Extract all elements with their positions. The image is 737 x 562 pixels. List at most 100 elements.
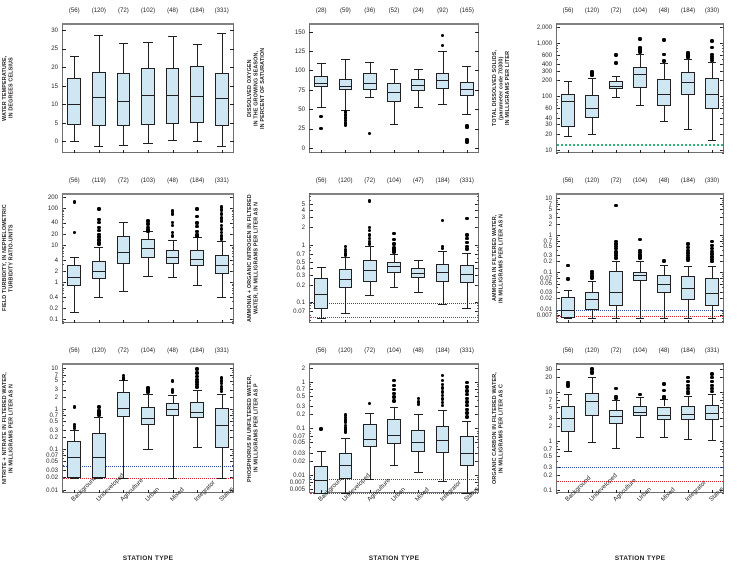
y-minor-tick: [232, 211, 234, 213]
y-tick-label: 200: [541, 77, 552, 85]
whisker-cap: [365, 478, 375, 480]
y-tick-mark: [309, 428, 313, 430]
whisker-cap: [611, 318, 621, 320]
panel-total-dissolved-solids: TOTAL DISSOLVED SOLIDS, (parameter code …: [490, 0, 737, 170]
panel-ammonia-plus-organic-nitrogen: AMMONIA + ORGANIC NITROGEN IN FILTERED W…: [245, 170, 490, 340]
whisker-line: [123, 416, 125, 478]
y-tick-mark: [556, 108, 560, 110]
outlier-point: [368, 226, 372, 230]
y-minor-tick: [62, 458, 64, 460]
y-minor-tick: [232, 451, 234, 453]
y-minor-tick: [722, 275, 724, 277]
y-tick-mark: [556, 368, 560, 370]
outlier-point: [465, 125, 469, 130]
y-minor-tick: [722, 492, 724, 494]
x-tick-mark: [369, 150, 371, 153]
box-background: [561, 94, 575, 128]
whisker-cap: [118, 43, 128, 45]
y-minor-tick: [62, 455, 64, 457]
whisker-cap: [217, 32, 227, 34]
y-minor-tick: [722, 445, 724, 447]
whisker-cap: [707, 393, 717, 395]
whisker-line: [466, 465, 468, 493]
whisker-cap: [192, 390, 202, 392]
y-tick-mark: [309, 452, 313, 454]
median-line: [681, 287, 695, 289]
median-line: [585, 401, 599, 403]
y-minor-tick: [232, 296, 234, 298]
y-minor-tick: [62, 489, 64, 491]
outlier-point: [614, 396, 618, 401]
outlier-point: [97, 217, 101, 222]
y-minor-tick: [232, 461, 234, 463]
outlier-point: [170, 390, 175, 394]
y-tick-label: 1: [301, 241, 305, 249]
outlier-point: [638, 50, 642, 54]
x-axis-title: STATION TYPE: [122, 555, 174, 562]
whisker-line: [640, 397, 641, 406]
median-line: [633, 74, 647, 76]
whisker-cap: [413, 471, 423, 473]
y-minor-tick: [232, 219, 234, 220]
whisker-cap: [611, 447, 621, 449]
outlier-point: [440, 386, 445, 390]
sample-count: (56): [315, 347, 327, 354]
y-tick-label: 0.3: [543, 251, 552, 259]
whisker-cap: [611, 400, 621, 402]
whisker-line: [123, 125, 125, 145]
y-minor-tick: [62, 491, 64, 493]
y-tick-label: 10: [51, 241, 58, 249]
x-tick-mark: [321, 150, 323, 153]
median-line: [705, 412, 719, 414]
y-minor-tick: [62, 287, 64, 289]
outlier-point: [710, 383, 714, 388]
y-minor-tick: [309, 227, 311, 229]
outlier-point: [465, 407, 469, 412]
y-minor-tick: [722, 426, 724, 428]
sample-count: (56): [68, 177, 80, 184]
sample-count: (104): [386, 177, 402, 184]
sample-count: (72): [118, 347, 129, 354]
y-minor-tick: [62, 368, 64, 370]
y-tick-mark-right: [475, 147, 479, 149]
y-tick-mark: [309, 204, 313, 206]
outlier-point: [319, 126, 323, 130]
y-tick-label: 100: [47, 204, 58, 212]
outlier-point: [368, 233, 372, 237]
y-minor-tick: [309, 267, 311, 269]
y-minor-tick: [232, 253, 234, 255]
outlier-point: [220, 216, 224, 220]
sample-count: (184): [190, 7, 205, 14]
outlier-point: [638, 248, 642, 253]
y-tick-label: 0.03: [46, 467, 58, 475]
y-minor-tick: [722, 320, 724, 322]
outlier-point: [220, 379, 224, 383]
x-tick-mark: [197, 490, 199, 493]
whisker-cap: [683, 129, 693, 131]
y-minor-tick: [309, 452, 311, 454]
whisker-line: [418, 69, 420, 80]
y-minor-tick: [232, 207, 234, 209]
x-tick-mark: [394, 320, 395, 323]
y-tick-mark: [556, 197, 560, 199]
median-line: [609, 415, 623, 417]
whisker-cap: [118, 144, 128, 146]
y-minor-tick: [309, 311, 311, 313]
outlier-point: [195, 385, 199, 389]
y-tick-label: 100: [541, 93, 552, 101]
whisker-line: [568, 393, 569, 407]
x-tick-mark: [616, 150, 617, 153]
outlier-point: [614, 246, 618, 251]
whisker-cap: [587, 281, 597, 283]
whisker-line: [221, 241, 223, 256]
y-minor-tick: [62, 307, 64, 309]
outlier-point: [710, 239, 714, 244]
outlier-point: [590, 272, 594, 276]
y-minor-tick: [556, 203, 558, 205]
whisker-cap: [143, 393, 153, 395]
box-agriculture: [362, 424, 377, 448]
y-minor-tick: [309, 305, 311, 307]
outlier-point: [638, 37, 642, 41]
y-minor-tick: [232, 424, 234, 426]
whisker-cap: [611, 97, 621, 99]
